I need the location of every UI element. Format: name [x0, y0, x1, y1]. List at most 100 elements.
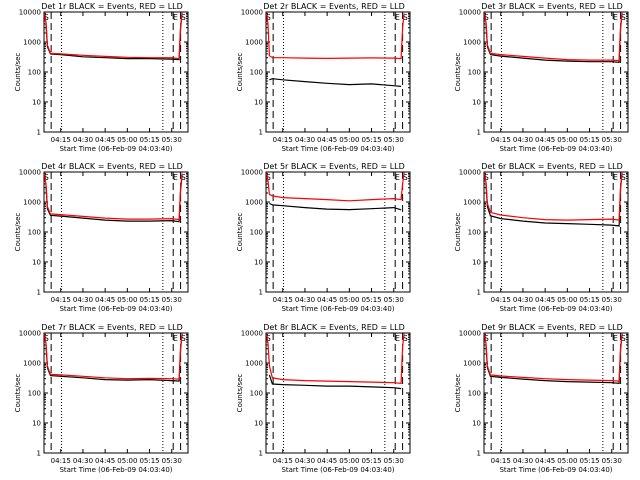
x-tick-label: 04:15	[273, 296, 293, 304]
chart-panel-2: Det 2r BLACK = Events, RED = LLD 1 10 100 10…	[236, 2, 411, 153]
events-series-line	[45, 334, 183, 382]
marker-label: E	[613, 334, 618, 343]
x-axis-label: Start Time (06-Feb-09 04:03:40)	[59, 466, 172, 474]
marker-label: S	[266, 334, 271, 343]
x-tick-label: 05:00	[557, 136, 577, 144]
y-tick-label: 10	[472, 420, 481, 428]
x-tick-label: 05:15	[579, 296, 599, 304]
plot-frame	[265, 11, 411, 133]
x-tick-label: 05:30	[602, 457, 622, 465]
y-tick-label: 1	[259, 289, 263, 297]
x-tick-label: 04:15	[491, 296, 511, 304]
x-tick-label: 05:15	[361, 457, 381, 465]
x-axis-label: Start Time (06-Feb-09 04:03:40)	[499, 305, 612, 313]
x-tick-label: 05:15	[361, 296, 381, 304]
x-axis-label: Start Time (06-Feb-09 04:03:40)	[59, 145, 172, 153]
x-axis-label: Start Time (06-Feb-09 04:03:40)	[281, 466, 394, 474]
marker-label: S	[403, 173, 408, 182]
marker-label: S	[44, 173, 49, 182]
y-tick-label: 100	[250, 229, 263, 237]
y-tick-label: 10	[472, 99, 481, 107]
y-tick-label: 100	[468, 390, 481, 398]
marker-label: S	[403, 334, 408, 343]
y-tick-label: 100	[28, 390, 41, 398]
chart-panel-4: Det 4r BLACK = Events, RED = LLD 1 10 100 10…	[14, 162, 189, 313]
chart-panel-8: Det 8r BLACK = Events, RED = LLD 1 10 100 10…	[236, 323, 411, 474]
y-tick-label: 10000	[459, 330, 481, 338]
chart-panel-3: Det 3r BLACK = Events, RED = LLD 1 10 100 10…	[454, 2, 629, 153]
x-tick-label: 04:30	[513, 457, 533, 465]
lld-series-line	[483, 12, 623, 62]
x-tick-label: 04:30	[73, 136, 93, 144]
marker-label: E	[613, 13, 618, 22]
x-tick-label: 05:30	[162, 136, 182, 144]
x-tick-label: 05:15	[139, 296, 159, 304]
x-tick-label: 05:00	[339, 457, 359, 465]
marker-label: S	[403, 13, 408, 22]
chart-title: Det 5r BLACK = Events, RED = LLD	[263, 162, 405, 171]
x-tick-label: 04:45	[317, 296, 337, 304]
plot-frame	[265, 332, 411, 454]
marker-label: S	[181, 13, 186, 22]
chart-panel-1: Det 1r BLACK = Events, RED = LLD 1 10 100 10…	[14, 2, 189, 153]
x-tick-label: 04:30	[73, 296, 93, 304]
x-tick-label: 05:30	[602, 296, 622, 304]
chart-panel-9: Det 9r BLACK = Events, RED = LLD 1 10 100 10…	[454, 323, 629, 474]
x-tick-label: 05:00	[117, 136, 137, 144]
chart-title: Det 4r BLACK = Events, RED = LLD	[41, 162, 183, 171]
y-tick-label: 10	[32, 99, 41, 107]
x-tick-label: 04:30	[295, 136, 315, 144]
x-tick-label: 04:15	[51, 296, 71, 304]
plot-frame	[483, 11, 629, 133]
chart-panel-7: Det 7r BLACK = Events, RED = LLD 1 10 100 10…	[14, 323, 189, 474]
marker-label: S	[484, 334, 489, 343]
marker-label: S	[266, 13, 271, 22]
chart-title: Det 1r BLACK = Events, RED = LLD	[41, 2, 183, 11]
plot-frame	[483, 332, 629, 454]
y-axis-label: Counts/sec	[454, 374, 462, 413]
marker-label: S	[266, 173, 271, 182]
y-tick-label: 10	[472, 259, 481, 267]
x-tick-label: 04:15	[273, 136, 293, 144]
x-axis-label: Start Time (06-Feb-09 04:03:40)	[499, 145, 612, 153]
x-axis-label: Start Time (06-Feb-09 04:03:40)	[281, 145, 394, 153]
y-tick-label: 100	[468, 69, 481, 77]
lld-series-line	[483, 333, 623, 382]
x-tick-label: 05:30	[162, 457, 182, 465]
y-tick-label: 10000	[241, 9, 263, 17]
x-tick-label: 05:15	[139, 457, 159, 465]
y-tick-label: 1	[477, 289, 481, 297]
lld-series-line	[483, 172, 623, 221]
x-axis-label: Start Time (06-Feb-09 04:03:40)	[59, 305, 172, 313]
y-tick-label: 10	[32, 420, 41, 428]
y-tick-label: 1	[259, 129, 263, 137]
x-tick-label: 05:30	[384, 457, 404, 465]
events-series-line	[269, 78, 402, 87]
x-tick-label: 04:15	[273, 457, 293, 465]
chart-title: Det 7r BLACK = Events, RED = LLD	[41, 323, 183, 332]
marker-label: S	[181, 334, 186, 343]
marker-label: S	[181, 173, 186, 182]
marker-label: E	[173, 334, 178, 343]
y-tick-label: 1000	[463, 199, 481, 207]
chart-panel-6: Det 6r BLACK = Events, RED = LLD 1 10 100 10…	[454, 162, 629, 313]
y-tick-label: 100	[468, 229, 481, 237]
marker-label: E	[395, 13, 400, 22]
y-tick-label: 1000	[245, 360, 263, 368]
y-tick-label: 1000	[23, 199, 41, 207]
y-tick-label: 100	[250, 69, 263, 77]
x-tick-label: 05:30	[384, 136, 404, 144]
y-axis-label: Counts/sec	[14, 374, 22, 413]
x-tick-label: 05:30	[384, 296, 404, 304]
y-tick-label: 10000	[459, 9, 481, 17]
x-axis-label: Start Time (06-Feb-09 04:03:40)	[281, 305, 394, 313]
events-series-line	[268, 374, 402, 390]
x-tick-label: 04:45	[95, 136, 115, 144]
x-tick-label: 04:30	[513, 296, 533, 304]
x-tick-label: 04:30	[295, 296, 315, 304]
y-tick-label: 10000	[459, 169, 481, 177]
x-tick-label: 04:30	[513, 136, 533, 144]
x-tick-label: 05:15	[139, 136, 159, 144]
y-tick-label: 10	[254, 99, 263, 107]
